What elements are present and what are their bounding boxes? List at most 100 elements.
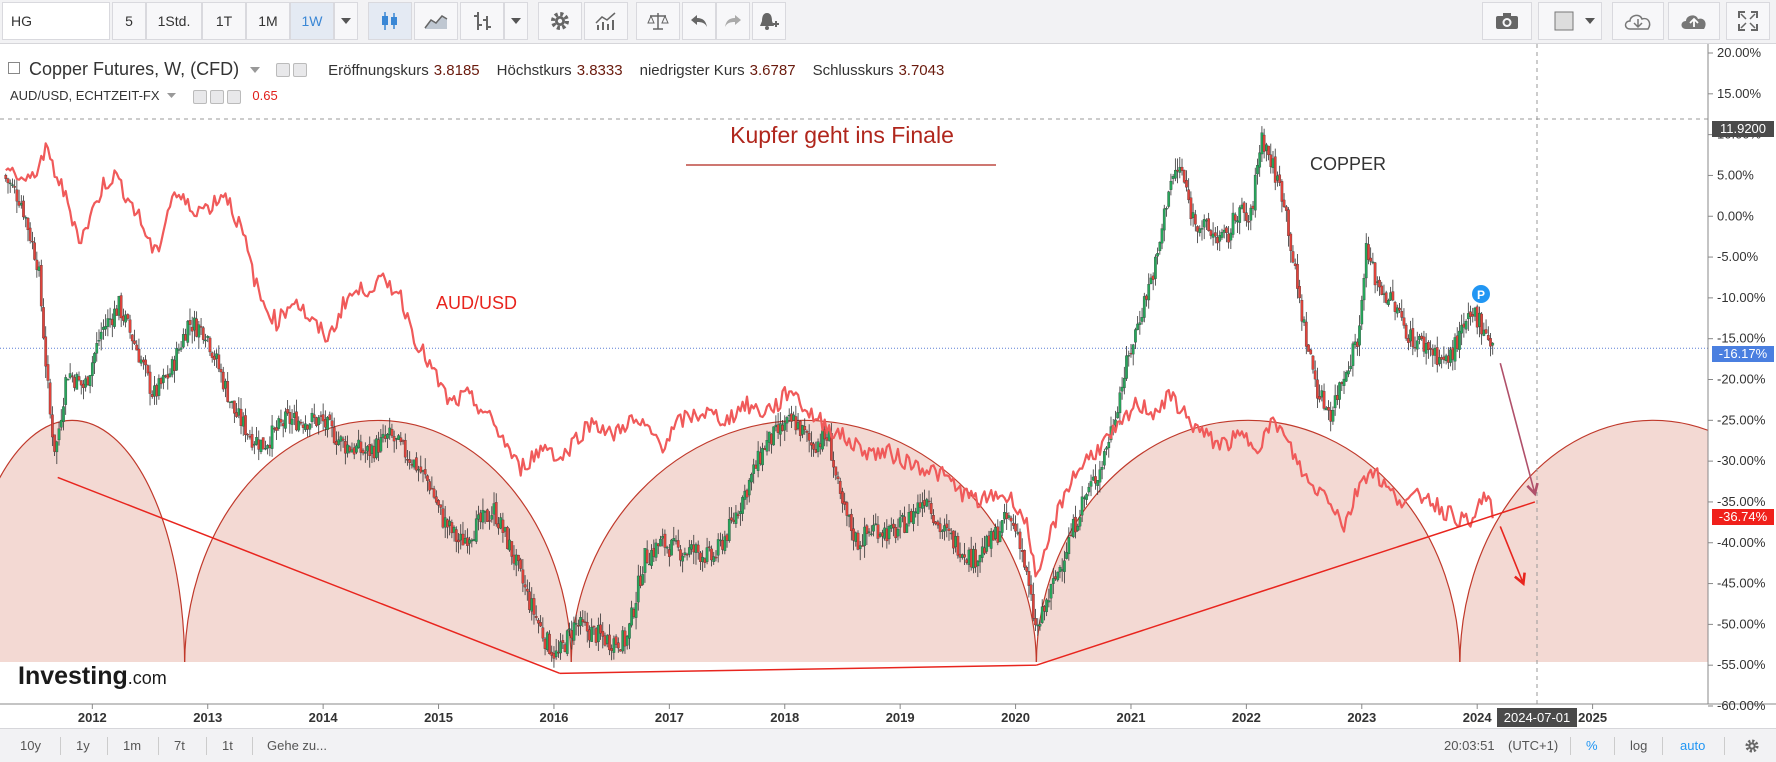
candle-body (1382, 293, 1386, 295)
y-tick-label: -30.00% (1717, 453, 1766, 468)
price-axis[interactable] (1708, 44, 1776, 704)
candle-body (1424, 343, 1428, 354)
candle-body (346, 444, 349, 454)
candle-body (1327, 407, 1330, 411)
candle-body (1091, 476, 1095, 481)
candle-body (1222, 229, 1226, 233)
candle-body (1193, 214, 1197, 225)
eye-icon[interactable] (192, 89, 207, 104)
candle-body (563, 644, 567, 652)
candle-body (1271, 158, 1275, 168)
candle-body (1011, 522, 1015, 526)
x-tick-label: 2023 (1347, 710, 1376, 725)
price-chart[interactable]: Kupfer geht ins Finale AUD/USD COPPER P … (0, 44, 1776, 728)
close-label: Schlusskurs (812, 62, 894, 79)
candle-body (233, 400, 236, 414)
chart-type-dropdown-button[interactable] (504, 2, 528, 40)
save-chart-button[interactable] (1668, 2, 1720, 40)
gear-icon[interactable] (1744, 738, 1760, 754)
candle-body (248, 436, 252, 438)
interval-dropdown-button[interactable] (334, 2, 358, 40)
candle-body (1029, 584, 1033, 595)
goto-date-button[interactable]: Gehe zu... (267, 738, 327, 753)
candle-body (849, 513, 853, 532)
candle-body (217, 354, 221, 370)
candle-body (128, 319, 132, 333)
chevron-down-icon[interactable] (250, 67, 261, 73)
candle-body (825, 437, 829, 441)
candle-body (204, 339, 207, 342)
gear-icon[interactable] (293, 63, 308, 78)
chevron-down-icon[interactable] (167, 93, 177, 98)
eye-icon[interactable] (276, 63, 291, 78)
load-chart-button[interactable] (1612, 2, 1664, 40)
settings-button[interactable] (538, 2, 582, 40)
redo-button[interactable] (716, 2, 750, 40)
interval-1w-button[interactable]: 1W (290, 2, 334, 40)
candle-body (1282, 199, 1286, 207)
candle-body (610, 648, 613, 651)
layout-dropdown-button[interactable] (1578, 2, 1602, 40)
range-1m-button[interactable]: 1m (123, 738, 142, 753)
candle-body (428, 481, 432, 491)
timezone-button[interactable]: (UTC+1) (1508, 738, 1559, 753)
symbol-input[interactable]: HG (2, 2, 110, 40)
candle-body (1096, 480, 1100, 486)
candle-body (914, 511, 918, 513)
range-1y-button[interactable]: 1y (76, 738, 90, 753)
fullscreen-button[interactable] (1726, 2, 1770, 40)
x-tick-label: 2018 (770, 710, 799, 725)
candle-body (1287, 209, 1290, 236)
candle-body (359, 441, 363, 453)
candle-body (106, 318, 110, 327)
candle-body (1375, 281, 1379, 283)
candle-body (82, 383, 85, 389)
candle-body (952, 530, 955, 549)
range-1t-button[interactable]: 1t (222, 738, 233, 753)
interval-5-button[interactable]: 5 (112, 2, 146, 40)
interval-label: 1T (215, 13, 233, 29)
candle-body (754, 464, 758, 469)
percent-scale-button[interactable]: % (1586, 738, 1598, 753)
area-chart-button[interactable] (414, 2, 458, 40)
alert-button[interactable] (752, 2, 786, 40)
candle-body (1344, 372, 1348, 382)
marker-badge[interactable] (1472, 285, 1490, 303)
candle-body (1154, 256, 1157, 279)
range-10y-button[interactable]: 10y (20, 738, 41, 753)
interval-1m-button[interactable]: 1M (246, 2, 290, 40)
indicators-button[interactable] (584, 2, 628, 40)
candle-body (1169, 180, 1173, 190)
compare-button[interactable] (636, 2, 680, 40)
candles-button[interactable] (368, 2, 412, 40)
screenshot-button[interactable] (1482, 2, 1532, 40)
candle-body (812, 443, 815, 450)
candle-body (621, 630, 625, 652)
log-scale-button[interactable]: log (1630, 738, 1648, 753)
bars-button[interactable] (460, 2, 504, 40)
candle-body (1220, 232, 1224, 238)
candle-body (525, 588, 529, 592)
candle-body (650, 550, 653, 566)
forecast-arrows (1499, 362, 1539, 587)
candle-body (275, 427, 278, 431)
close-icon[interactable] (226, 89, 241, 104)
auto-scale-button[interactable]: auto (1680, 738, 1706, 753)
candle-body (1340, 382, 1344, 385)
cloud-upload-icon (1681, 15, 1706, 29)
candle-body (133, 340, 136, 344)
interval-1d-button[interactable]: 1T (202, 2, 246, 40)
range-7t-button[interactable]: 7t (174, 738, 185, 753)
candle-body (1207, 218, 1210, 231)
candle-body (397, 435, 400, 440)
candle-body (246, 434, 250, 436)
candle-body (1473, 307, 1477, 317)
arrow-head (1526, 482, 1539, 497)
candle-body (1182, 169, 1186, 183)
collapse-icon[interactable] (8, 62, 20, 75)
candle-body (1293, 263, 1297, 266)
interval-1h-button[interactable]: 1Std. (146, 2, 202, 40)
legend-main: Copper Futures, W, (CFD) Eröffnungskurs … (8, 59, 944, 80)
gear-icon[interactable] (209, 89, 224, 104)
undo-button[interactable] (682, 2, 716, 40)
